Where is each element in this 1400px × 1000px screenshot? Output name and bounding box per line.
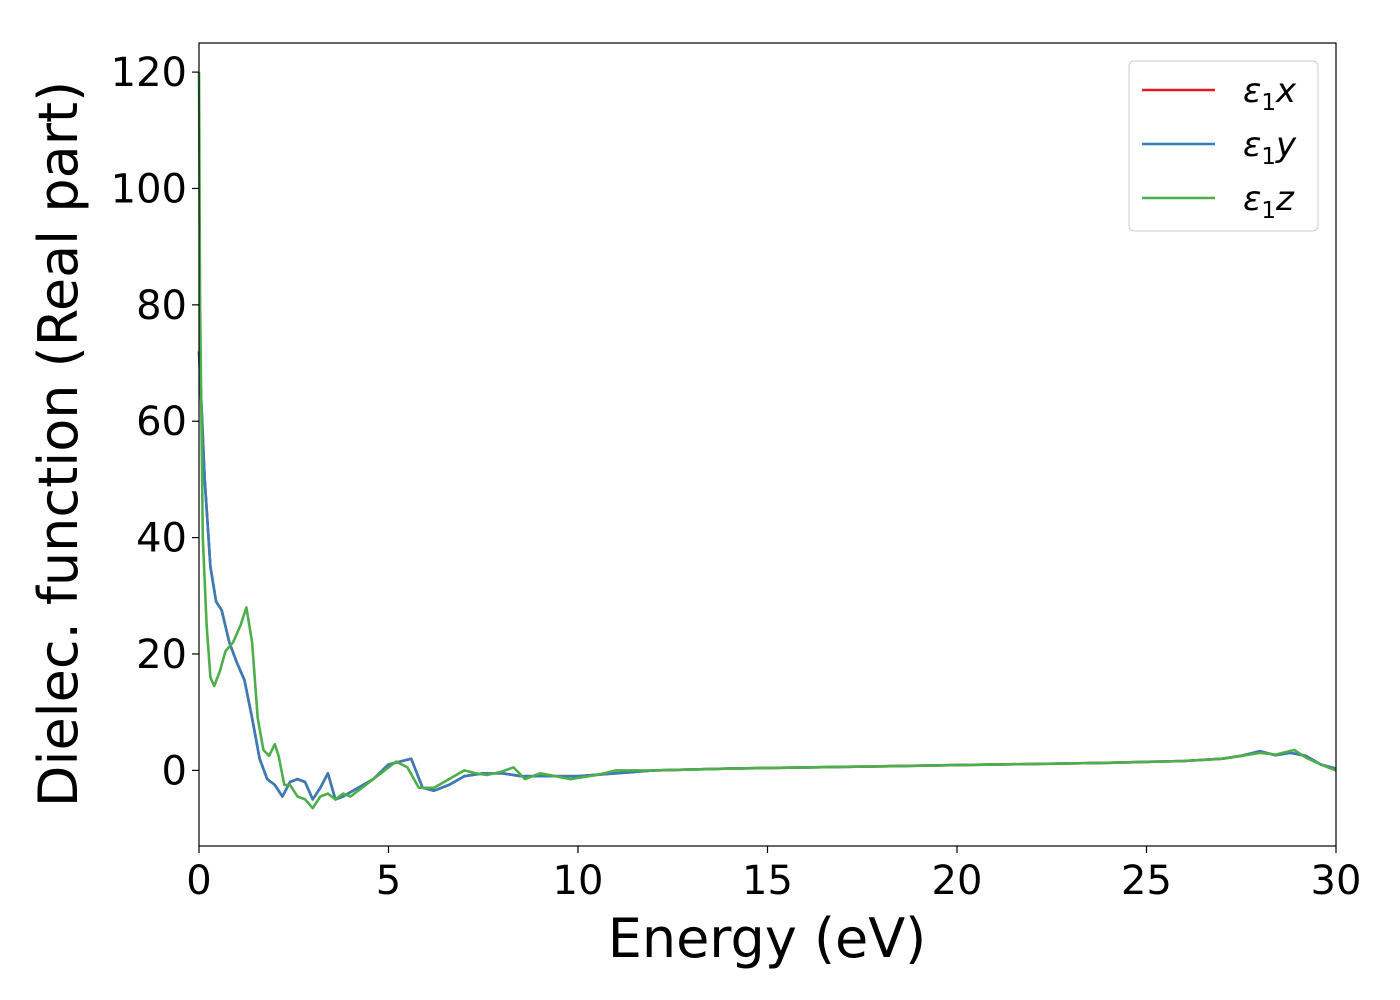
x-tick-label: 10 xyxy=(553,858,604,904)
y-tick-label: 80 xyxy=(136,283,187,329)
x-axis-label: Energy (eV) xyxy=(608,907,927,970)
x-tick-label: 25 xyxy=(1121,858,1172,904)
y-tick-label: 20 xyxy=(136,632,187,678)
legend-items: ε1x ε1y ε1z xyxy=(1142,71,1297,224)
y-tick-label: 100 xyxy=(111,166,187,212)
x-tick-label: 5 xyxy=(376,858,401,904)
legend-box xyxy=(1128,60,1319,232)
y-tick-label: 60 xyxy=(136,399,187,445)
y-tick-label: 120 xyxy=(111,50,187,96)
y-tick-label: 0 xyxy=(162,748,187,794)
y-axis-label: Dielec. function (Real part) xyxy=(27,81,90,807)
series-line-z xyxy=(197,72,1337,810)
y-axis: 0 20 40 60 80 100 120 xyxy=(111,50,199,794)
legend-label-z: ε1z xyxy=(1243,179,1295,224)
series-lines xyxy=(197,72,1337,810)
y-tick-label: 40 xyxy=(136,516,187,562)
x-tick-label: 20 xyxy=(932,858,983,904)
plot-frame xyxy=(198,42,1337,847)
x-axis: 0 5 10 15 20 25 30 xyxy=(186,846,1361,904)
legend-label-y: ε1y xyxy=(1243,125,1297,170)
x-tick-label: 0 xyxy=(186,858,211,904)
legend-label-x: ε1x xyxy=(1243,71,1297,116)
x-tick-label: 30 xyxy=(1311,858,1362,904)
legend: ε1x ε1y ε1z xyxy=(1128,60,1319,232)
x-tick-label: 15 xyxy=(742,858,793,904)
